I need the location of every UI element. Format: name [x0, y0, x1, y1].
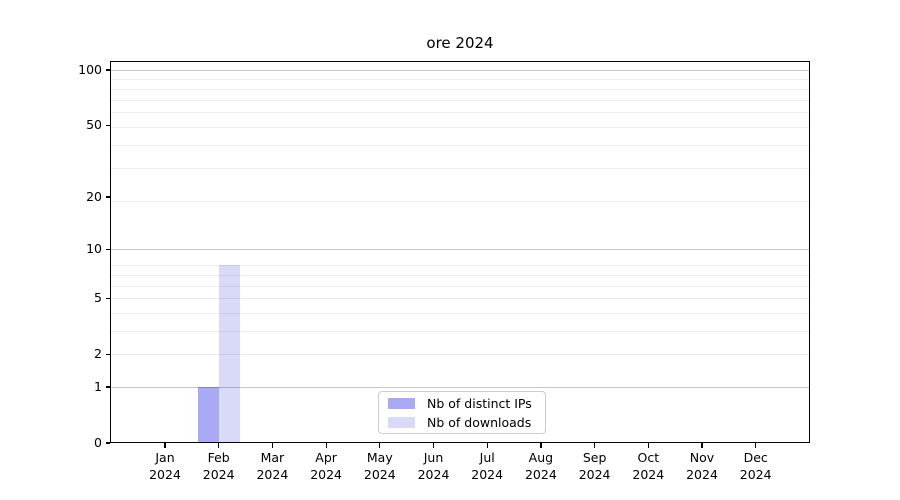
- legend-label-nb-of-distinct-ips: Nb of distinct IPs: [427, 395, 532, 411]
- x-tick-label-line: Oct: [637, 450, 660, 465]
- x-tick-mark: [540, 443, 542, 448]
- x-tick-label-jun-2024: Jun 2024: [402, 450, 466, 483]
- x-tick-label-line: Jun: [423, 450, 444, 465]
- x-tick-label-line: 2024: [202, 466, 235, 482]
- x-tick-label-line: 2024: [524, 466, 557, 482]
- x-tick-label-line: Dec: [743, 450, 768, 465]
- gridline-minor: [110, 298, 810, 300]
- gridline-minor: [110, 285, 810, 287]
- x-tick-label-may-2024: May 2024: [348, 450, 412, 483]
- gridline-minor: [110, 312, 810, 314]
- gridline-minor: [110, 168, 810, 170]
- legend-row: Nb of distinct IPs: [388, 396, 536, 411]
- x-tick-label-line: 2024: [256, 466, 289, 482]
- y-tick-label: 1: [94, 378, 102, 394]
- x-tick-label-line: Feb: [207, 450, 230, 465]
- y-tick-mark: [105, 248, 110, 250]
- legend-box: Nb of distinct IPs Nb of downloads: [378, 391, 546, 434]
- x-tick-label-line: 2024: [686, 466, 718, 482]
- chart-title: ore 2024: [426, 34, 494, 52]
- legend-swatch-nb-of-distinct-ips: [388, 397, 415, 409]
- x-tick-label-line: 2024: [149, 466, 181, 482]
- x-tick-label-mar-2024: Mar 2024: [240, 450, 304, 483]
- gridline-minor: [110, 99, 810, 101]
- x-tick-label-line: 2024: [739, 466, 772, 482]
- gridline-minor: [110, 88, 810, 90]
- gridline-minor: [110, 330, 810, 332]
- x-tick-label-oct-2024: Oct 2024: [616, 450, 680, 483]
- x-tick-label-jan-2024: Jan 2024: [133, 450, 197, 483]
- y-tick-mark: [105, 196, 110, 198]
- y-tick-label: 20: [86, 188, 102, 204]
- plot-area: Nb of distinct IPs Nb of downloads: [110, 61, 810, 443]
- x-tick-label-line: Nov: [689, 450, 715, 465]
- x-tick-mark: [164, 443, 166, 448]
- gridline-minor: [110, 265, 810, 267]
- x-tick-label-jul-2024: Jul 2024: [455, 450, 519, 483]
- x-tick-label-line: Mar: [260, 450, 285, 465]
- gridline-minor: [110, 112, 810, 114]
- x-tick-mark: [647, 443, 649, 448]
- x-tick-label-line: Jan: [155, 450, 175, 465]
- y-tick-mark: [105, 124, 110, 126]
- x-tick-label-nov-2024: Nov 2024: [670, 450, 734, 483]
- x-tick-label-line: Jul: [479, 450, 495, 465]
- x-tick-label-line: 2024: [310, 466, 342, 482]
- y-tick-mark: [105, 353, 110, 355]
- legend-label-nb-of-downloads: Nb of downloads: [427, 414, 532, 430]
- x-tick-mark: [594, 443, 596, 448]
- y-tick-mark: [105, 69, 110, 71]
- legend-row: Nb of downloads: [388, 415, 536, 430]
- x-tick-label-line: 2024: [417, 466, 450, 482]
- y-tick-label: 100: [78, 62, 102, 78]
- gridline-major: [110, 386, 810, 388]
- x-tick-mark: [271, 443, 274, 448]
- x-tick-mark: [486, 443, 488, 448]
- x-tick-label-apr-2024: Apr 2024: [294, 450, 358, 483]
- y-tick-label: 0: [94, 435, 102, 450]
- plot-frame: [110, 61, 810, 443]
- gridline-minor: [110, 354, 810, 356]
- gridline-minor: [110, 126, 810, 128]
- gridline-minor: [110, 200, 810, 202]
- x-tick-label-line: 2024: [578, 466, 611, 482]
- gridline-minor: [110, 79, 810, 81]
- y-tick-label: 2: [94, 346, 102, 362]
- x-tick-label-line: Apr: [315, 450, 337, 465]
- x-tick-mark: [325, 443, 327, 448]
- x-tick-label-line: Aug: [528, 450, 554, 465]
- x-tick-mark: [379, 443, 381, 448]
- x-tick-label-feb-2024: Feb 2024: [187, 450, 251, 483]
- x-tick-mark: [701, 443, 703, 448]
- x-tick-label-line: 2024: [632, 466, 665, 482]
- x-tick-label-line: Sep: [582, 450, 607, 465]
- x-tick-mark: [432, 443, 435, 448]
- bar-nb-of-downloads-feb-2024: [218, 265, 240, 443]
- x-tick-mark: [218, 443, 220, 448]
- gridline-minor: [110, 274, 810, 276]
- x-tick-label-dec-2024: Dec 2024: [724, 450, 788, 483]
- x-tick-label-sep-2024: Sep 2024: [563, 450, 627, 483]
- bar-nb-of-distinct-ips-feb-2024: [197, 386, 219, 443]
- y-tick-label: 5: [94, 290, 102, 306]
- gridline-major: [110, 249, 810, 251]
- legend-swatch-nb-of-downloads: [388, 416, 415, 428]
- x-tick-label-line: 2024: [363, 466, 396, 482]
- x-tick-mark: [755, 443, 757, 448]
- gridline-minor: [110, 144, 810, 146]
- y-tick-mark: [105, 297, 110, 299]
- y-tick-label: 50: [86, 117, 102, 133]
- gridline-major: [110, 70, 810, 72]
- y-tick-mark: [105, 386, 110, 388]
- x-tick-label-aug-2024: Aug 2024: [509, 450, 573, 483]
- x-tick-label-line: May: [366, 450, 393, 465]
- y-tick-mark: [105, 442, 110, 444]
- x-tick-label-line: 2024: [471, 466, 504, 482]
- y-tick-label: 10: [86, 241, 102, 257]
